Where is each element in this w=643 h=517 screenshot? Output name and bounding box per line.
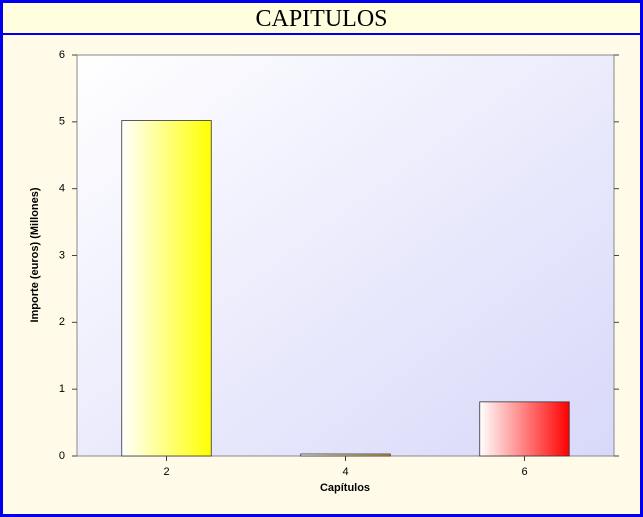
x-tick-label: 4 xyxy=(342,466,348,478)
chart-title: CAPITULOS xyxy=(3,3,640,35)
bar xyxy=(300,453,391,457)
x-tick-label: 6 xyxy=(521,466,527,478)
y-tick-label: 1 xyxy=(59,383,65,395)
bar xyxy=(479,401,570,457)
y-tick-label: 6 xyxy=(59,49,65,61)
chart: Capítulos Importe (euros) (Millones) 0 1 2… xyxy=(29,49,619,494)
bar xyxy=(121,120,212,457)
y-tick-label: 3 xyxy=(59,249,65,261)
y-axis-label: Importe (euros) (Millones) xyxy=(29,187,41,322)
x-tick-label: 2 xyxy=(163,466,169,478)
y-tick-label: 5 xyxy=(59,116,65,128)
y-tick-label: 0 xyxy=(59,450,65,462)
y-tick-label: 4 xyxy=(59,183,65,195)
x-axis-label: Capítulos xyxy=(320,482,370,494)
y-tick-label: 2 xyxy=(59,316,65,328)
